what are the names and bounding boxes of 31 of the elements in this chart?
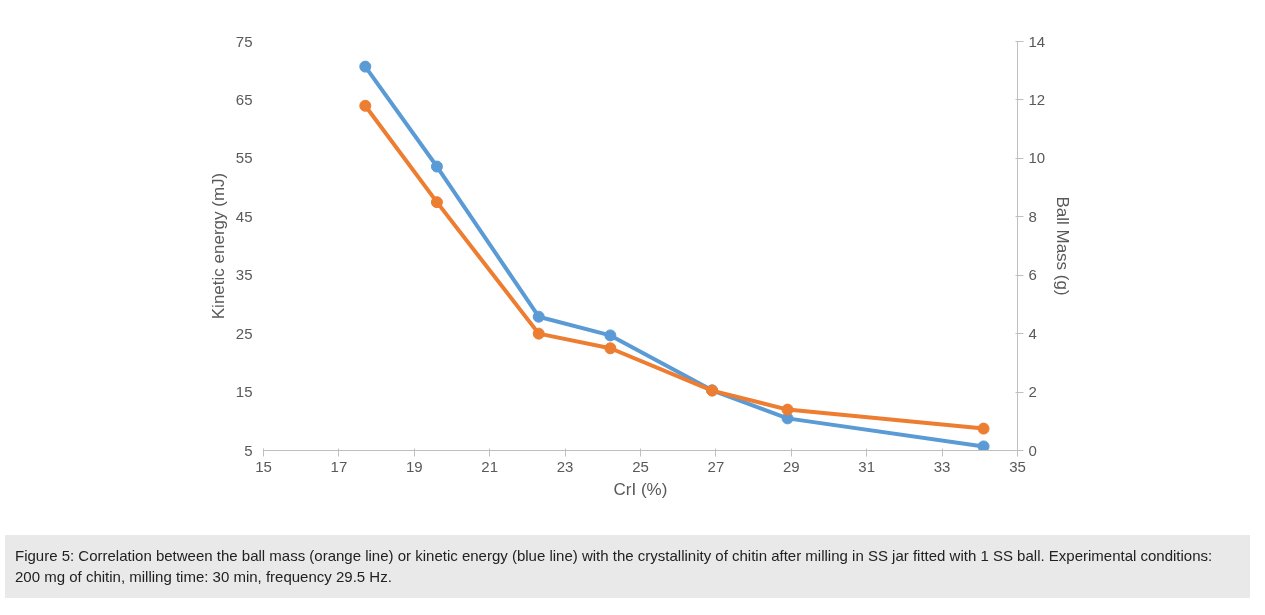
x-tick-label: 19 <box>405 457 423 475</box>
y-tick-label: 15 <box>235 383 253 401</box>
x-tick-label: 29 <box>782 457 800 475</box>
y-tick-label: 25 <box>235 324 253 342</box>
x-axis-title: CrI (%) <box>613 479 668 499</box>
caption: Figure 5: Correlation between the ball mass (orange line) or kinetic energy (blue line) with the crystallinity of chitin after milling in SS jar fitted with 1 SS ball. Experimental conditions: 200 mg of chitin, milling time: 30 min, frequency 29.5 Hz. <box>15 546 1214 588</box>
x-tick-label: 25 <box>632 457 649 475</box>
y2-tick-label: 4 <box>1028 324 1037 342</box>
y2-tick-label: 6 <box>1028 266 1037 284</box>
x-tick-label: 33 <box>933 457 951 475</box>
y-tick-label: 65 <box>235 90 253 108</box>
x-tick-label: 23 <box>556 457 574 475</box>
y2-axis-title: Ball Mass (g) <box>1053 196 1073 296</box>
y-tick-label: 45 <box>235 207 253 225</box>
y2-tick-label: 2 <box>1028 383 1037 401</box>
x-tick-label: 27 <box>707 457 725 475</box>
y-tick-label: 5 <box>244 441 253 459</box>
y-tick-label: 55 <box>235 149 253 167</box>
y-tick-label: 75 <box>235 32 253 50</box>
y2-tick-label: 10 <box>1028 149 1046 167</box>
y2-tick-label: 8 <box>1028 207 1037 225</box>
y2-tick-label: 0 <box>1028 441 1037 459</box>
x-tick-label: 21 <box>481 457 499 475</box>
y-tick-label: 35 <box>235 266 253 284</box>
y2-tick-label: 12 <box>1028 90 1046 108</box>
y2-tick-label: 14 <box>1028 32 1046 50</box>
y-axis-title: Kinetic energy (mJ) <box>208 172 228 320</box>
x-tick-label: 31 <box>858 457 876 475</box>
x-tick-label: 17 <box>330 457 348 475</box>
x-tick-label: 35 <box>1009 457 1026 475</box>
x-tick-label: 15 <box>255 457 272 475</box>
